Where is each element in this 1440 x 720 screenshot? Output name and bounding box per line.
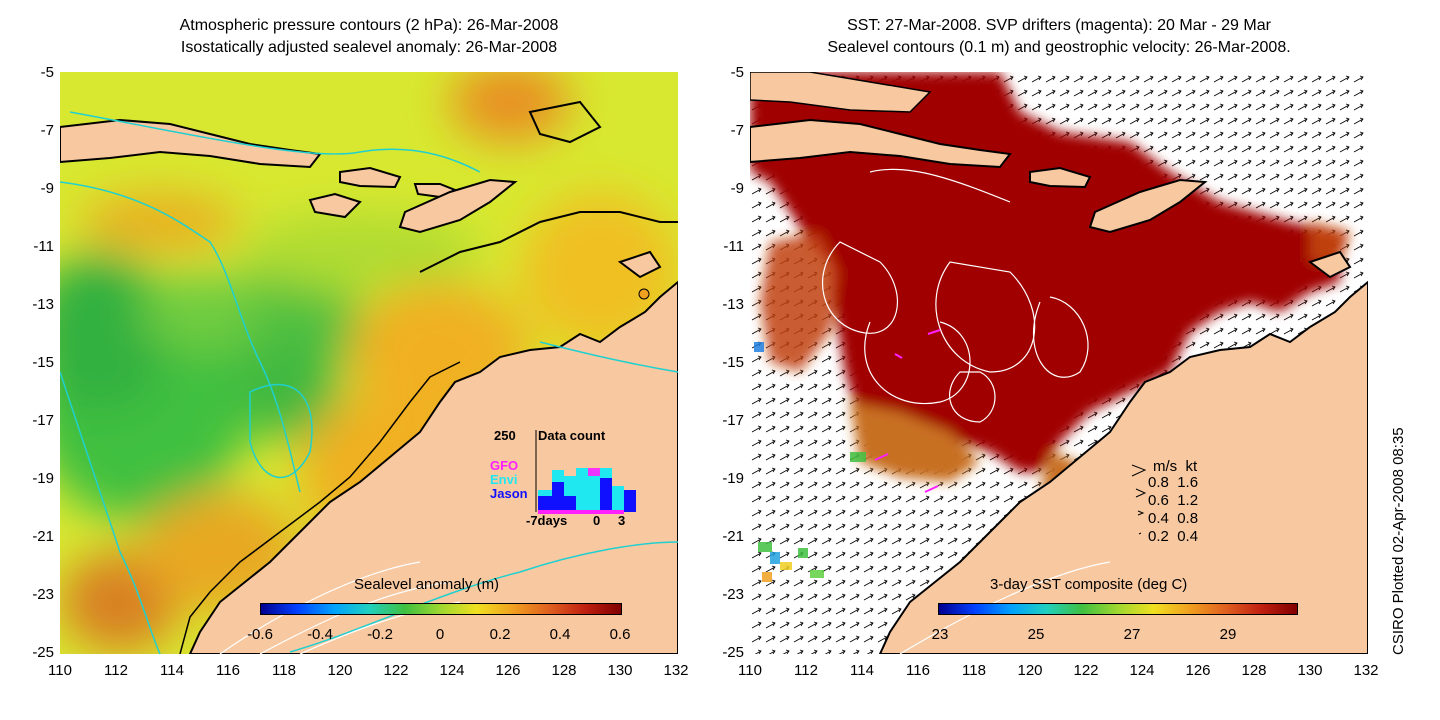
x-tick: 114: [160, 662, 184, 679]
x-tick: 132: [663, 662, 689, 679]
x-tick: 124: [1129, 662, 1155, 679]
left-colorbar: [260, 603, 622, 615]
plot-credit: CSIRO Plotted 02-Apr-2008 08:35: [1390, 427, 1407, 655]
right-panel-title: SST: 27-Mar-2008. SVP drifters (magenta)…: [750, 15, 1368, 59]
x-tick: 118: [272, 662, 296, 679]
y-tick: -5: [40, 64, 54, 81]
x-tick: 110: [48, 662, 72, 679]
x-tick: 110: [738, 662, 762, 679]
y-tick: -7: [40, 122, 54, 139]
velocity-ms: 0.4: [1148, 510, 1169, 527]
y-tick: -13: [722, 296, 744, 313]
right-title-line2: Sealevel contours (0.1 m) and geostrophi…: [827, 39, 1291, 56]
x-tick: 122: [1073, 662, 1099, 679]
left-title-line2: Isostatically adjusted sealevel anomaly:…: [180, 39, 558, 56]
sst-map: [750, 72, 1368, 654]
velocity-legend-header: m/s kt: [1153, 458, 1197, 475]
x-tick: 120: [1017, 662, 1043, 679]
y-tick: -21: [32, 528, 54, 545]
sealevel-anomaly-map: [60, 72, 678, 654]
y-tick: -25: [32, 644, 54, 661]
velocity-unit-kt: kt: [1185, 458, 1198, 475]
data-count-title: Data count: [538, 428, 606, 443]
x-tick: 132: [1353, 662, 1379, 679]
y-tick: -9: [730, 180, 744, 197]
left-cbar-tick: 0.4: [549, 626, 571, 643]
left-title-line1: Atmospheric pressure contours (2 hPa): 2…: [179, 17, 559, 34]
x-tick: 122: [383, 662, 409, 679]
y-tick: -23: [32, 586, 54, 603]
x-tick: 116: [216, 662, 240, 679]
legend-jason: Jason: [490, 486, 528, 501]
legend-gfo: GFO: [490, 458, 519, 473]
y-tick: -15: [722, 354, 744, 371]
x-tick: 130: [607, 662, 633, 679]
velocity-kt: 0.4: [1177, 528, 1199, 545]
y-tick: -19: [32, 470, 54, 487]
data-count-ymax: 250: [494, 428, 516, 443]
y-tick: -13: [32, 296, 54, 313]
velocity-legend-row: 0.6 1.2: [1148, 492, 1198, 509]
velocity-kt: 0.8: [1177, 510, 1199, 527]
velocity-ms: 0.2: [1148, 528, 1169, 545]
right-cbar-tick: 23: [931, 626, 949, 643]
x-tick: 118: [962, 662, 986, 679]
velocity-legend-row: 0.2 0.4: [1148, 528, 1198, 545]
velocity-legend-row: 0.4 0.8: [1148, 510, 1198, 527]
left-cbar-tick: -0.4: [307, 626, 333, 643]
x-tick: 114: [850, 662, 874, 679]
y-tick: -5: [730, 64, 744, 81]
velocity-ms: 0.8: [1148, 474, 1169, 491]
y-tick: -15: [32, 354, 54, 371]
x-tick: 130: [1297, 662, 1323, 679]
x-tick: 116: [906, 662, 930, 679]
legend-envi: Envi: [490, 472, 518, 487]
data-count-xlabel-end: 3: [618, 513, 626, 528]
x-tick: 124: [439, 662, 465, 679]
velocity-legend-row: 0.8 1.6: [1148, 474, 1198, 491]
right-colorbar: [938, 603, 1298, 615]
velocity-ms: 0.6: [1148, 492, 1169, 509]
x-tick: 128: [551, 662, 577, 679]
left-cbar-tick: 0.6: [609, 626, 631, 643]
y-tick: -21: [722, 528, 744, 545]
velocity-kt: 1.2: [1177, 492, 1199, 509]
y-tick: -19: [722, 470, 744, 487]
left-colorbar-title: Sealevel anomaly (m): [354, 576, 500, 593]
x-tick: 126: [1185, 662, 1211, 679]
y-tick: -11: [723, 238, 744, 255]
x-tick: 128: [1241, 662, 1267, 679]
left-cbar-tick: -0.2: [367, 626, 393, 643]
y-tick: -17: [32, 412, 54, 429]
data-count-inset: [535, 430, 636, 514]
velocity-unit-ms: m/s: [1153, 458, 1178, 475]
y-tick: -11: [33, 238, 54, 255]
right-cbar-tick: 29: [1219, 626, 1237, 643]
x-tick: 120: [327, 662, 353, 679]
x-tick: 126: [495, 662, 521, 679]
y-tick: -17: [722, 412, 744, 429]
y-tick: -25: [722, 644, 744, 661]
y-tick: -9: [40, 180, 54, 197]
x-tick: 112: [104, 662, 128, 679]
x-tick: 112: [794, 662, 818, 679]
left-cbar-tick: 0: [435, 626, 445, 643]
right-colorbar-title: 3-day SST composite (deg C): [990, 576, 1188, 593]
data-count-xlabel-start: -7days: [526, 513, 568, 528]
left-cbar-tick: -0.6: [247, 626, 273, 643]
right-title-line1: SST: 27-Mar-2008. SVP drifters (magenta)…: [847, 17, 1271, 34]
velocity-kt: 1.6: [1177, 474, 1199, 491]
right-cbar-tick: 25: [1027, 626, 1045, 643]
left-cbar-tick: 0.2: [489, 626, 511, 643]
y-tick: -23: [722, 586, 744, 603]
left-panel-title: Atmospheric pressure contours (2 hPa): 2…: [60, 15, 678, 59]
right-cbar-tick: 27: [1123, 626, 1141, 643]
y-tick: -7: [730, 122, 744, 139]
data-count-xlabel-zero: 0: [593, 513, 601, 528]
